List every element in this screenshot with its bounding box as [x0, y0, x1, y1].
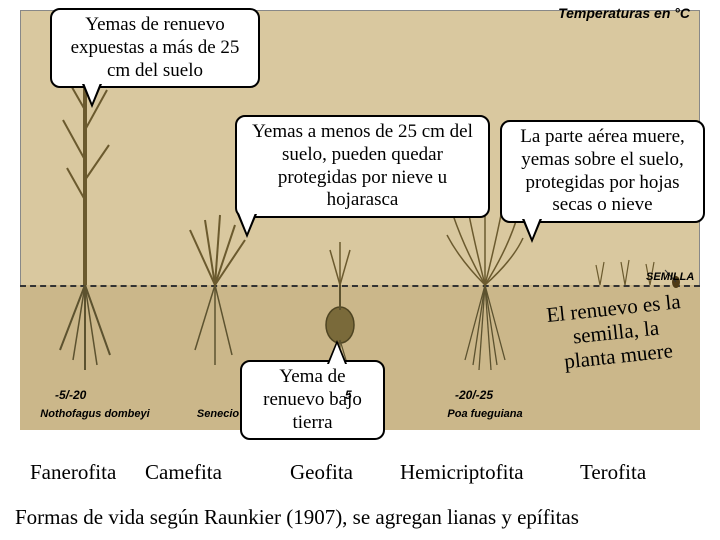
species-1: Nothofagus dombeyi [30, 408, 160, 420]
callout-text: Yemas a menos de 25 cm del suelo, pueden… [252, 121, 473, 210]
range-4: -20/-25 [455, 388, 493, 402]
range-3: 5 [345, 388, 352, 402]
lifeform-terofita: Terofita [580, 460, 646, 485]
plant-hemicriptofita [435, 200, 535, 400]
figure-caption: Formas de vida según Raunkier (1907), se… [15, 505, 715, 530]
lifeform-geofita: Geofita [290, 460, 353, 485]
lifeform-hemicriptofita: Hemicriptofita [400, 460, 524, 485]
callout-text: El renuevo es la semilla, la planta muer… [545, 289, 681, 374]
callout-fanerofita: Yemas de renuevo expuestas a más de 25 c… [50, 8, 260, 88]
callout-text: Yemas de renuevo expuestas a más de 25 c… [71, 14, 240, 81]
temperature-header: Temperaturas en °C [558, 5, 690, 21]
callout-hemicriptofita: La parte aérea muere, yemas sobre el sue… [500, 120, 705, 223]
seed-label: SEMILLA [646, 271, 694, 283]
callout-geofita: Yema de renuevo bajo tierra [240, 360, 385, 440]
lifeform-fanerofita: Fanerofita [30, 460, 116, 485]
species-4: Poa fueguiana [430, 408, 540, 420]
plant-fanerofita [45, 60, 125, 400]
callout-terofita: El renuevo es la semilla, la planta muer… [543, 289, 690, 376]
callout-camefita: Yemas a menos de 25 cm del suelo, pueden… [235, 115, 490, 218]
range-1: -5/-20 [55, 388, 86, 402]
callout-text: La parte aérea muere, yemas sobre el sue… [520, 126, 685, 215]
lifeform-camefita: Camefita [145, 460, 222, 485]
species-2: Senecio [178, 408, 258, 420]
